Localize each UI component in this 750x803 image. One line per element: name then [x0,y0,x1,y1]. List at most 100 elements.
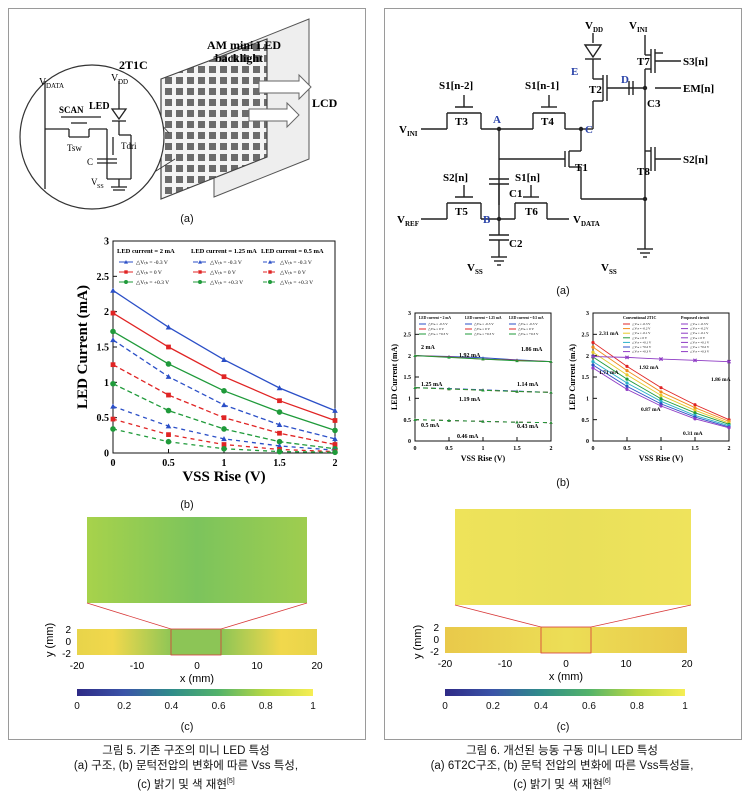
data-point [332,436,338,442]
legend-header: Proposed circuit [681,315,710,320]
y-tick-label: 1 [408,396,411,402]
series-8 [413,418,553,424]
colorbar [77,689,313,696]
data-point [268,260,272,264]
data-point [124,280,128,284]
data-point [659,393,663,397]
y-tick-label: 3 [408,311,411,317]
x-tick-label: 0 [592,446,595,452]
legend-label: △Vₜₕ = 0 V [632,336,648,340]
chart-legend: LED current = 2 mA LED current = 1.25 mA L… [419,316,544,336]
legend-label: △Vₜₕ = -0.3 V [136,260,168,266]
y-tick-label: 3 [104,237,109,248]
svg-text:A: A [493,114,501,126]
caption-line-3: (c) 밝기 및 색 재현 [513,778,603,791]
subfigure-c-label: (c) [180,721,194,733]
data-point [268,270,272,274]
svg-text:10: 10 [620,659,632,670]
figure-6b-chart-right: 0 0.5 1 1.5 2 2.5 3 0 0.5 1 1.5 2 VSS Rise (V) LED Cu… [568,311,732,463]
legend-header: LED current = 2 mA [419,316,451,320]
x-axis-label: VSS Rise (V) [461,454,506,463]
figure-6-panel: V DD V INI S3[n] EM[n] T7 T2 C3 S1[n-2] S1… [384,8,742,740]
data-point [591,350,595,354]
series-1 [110,310,338,423]
svg-text:V: V [629,20,637,32]
data-point [413,354,417,357]
data-point [591,366,595,370]
svg-text:-2: -2 [430,647,439,658]
data-point [110,416,116,422]
legend-label: △Vₜₕ = 0 V [474,327,491,331]
data-point [166,392,171,398]
data-point [332,418,338,423]
data-point [447,355,451,359]
map-y-label: y (mm) [44,623,56,657]
legend-label: △Vₜₕ = +0.3 V [632,350,652,354]
svg-text:DD: DD [593,26,603,34]
data-point [693,406,697,410]
svg-text:T1: T1 [575,162,588,174]
y-tick-label: 1.5 [97,343,110,354]
map-y-ticks: 2 0 -2 [62,625,71,660]
capacitor-label: C [87,157,93,167]
legend-header: LED current = 2 mA [117,248,175,255]
data-point [198,280,202,284]
data-point [726,359,732,364]
circuit-labels: V DD V INI S3[n] EM[n] T7 T2 C3 S1[n-2] S1… [397,20,714,276]
svg-text:0: 0 [563,659,569,670]
data-point [276,385,283,391]
data-point [481,388,485,392]
data-point [693,403,697,407]
caption-ref: [5] [226,778,235,785]
svg-text:2: 2 [433,623,439,634]
brightness-strip [445,627,687,653]
data-point [198,270,202,274]
map-x-label: x (mm) [549,671,583,683]
legend-label: △Vₜₕ = -0.3 V [428,322,448,326]
svg-text:0: 0 [194,661,200,672]
data-point [515,420,519,424]
figure-6b-chart-left: 0 0.5 1 1.5 2 2.5 3 0 0.5 1 1.5 2 VSS Rise (V) LED Cu… [390,311,553,463]
colorbar [445,689,685,696]
legend-label: △Vₜₕ = +0.2 V [690,345,710,349]
data-point [481,419,485,423]
subfigure-b-label: (b) [180,499,194,511]
x-axis-label: VSS Rise (V) [182,469,265,485]
data-point [277,398,282,404]
data-annotation: 1.71 mA [599,370,619,376]
y-tick-label: 0.5 [582,418,590,424]
legend-label: △Vₜₕ = +0.3 V [690,350,710,354]
y-tick-label: 0.5 [404,418,412,424]
data-point [268,280,272,284]
data-point [625,387,629,391]
subfigure-a-label: (a) [180,213,194,225]
figure-5c-map: 2 0 -2 y (mm) -20 -10 0 10 20 x (mm) [44,517,323,685]
svg-text:SS: SS [475,268,483,276]
node-labels: A B C D E [483,66,629,226]
data-point [276,443,283,449]
map-x-label: x (mm) [180,673,214,685]
svg-text:E: E [571,66,578,78]
series-2 [110,328,338,434]
data-point [693,408,697,412]
data-annotation: 0.43 mA [517,424,539,430]
figure-6-caption: 그림 6. 개선된 능동 구동 미니 LED 특성 (a) 6T2C구조, (b… [384,744,740,793]
svg-text:S1[n]: S1[n] [515,172,540,184]
legend-label: △Vₜₕ = +0.3 V [518,332,539,336]
svg-text:S2[n]: S2[n] [443,172,468,184]
svg-text:-10: -10 [130,661,145,672]
series-5 [413,386,553,394]
figure-5b-chart: 0 0.5 1 1.5 2 2.5 3 0 0.5 1 1.5 2 VSS Rise (V) LED Cu… [75,237,338,485]
legend-label: △Vₜₕ = -0.3 V [280,260,312,266]
data-point [413,386,417,389]
caption-line-3: (c) 밝기 및 색 재현 [137,778,227,791]
data-point [332,442,338,447]
x-tick-label: 0 [414,446,417,452]
y-tick-label: 3 [586,311,589,317]
pixel-circuit-2t1c [44,81,132,191]
data-point [166,432,171,438]
data-annotation: 1.86 mA [711,377,731,383]
data-point [124,270,128,274]
data-annotation: 2 mA [421,345,435,351]
y-axis-label: LED Current (mA) [568,344,577,410]
